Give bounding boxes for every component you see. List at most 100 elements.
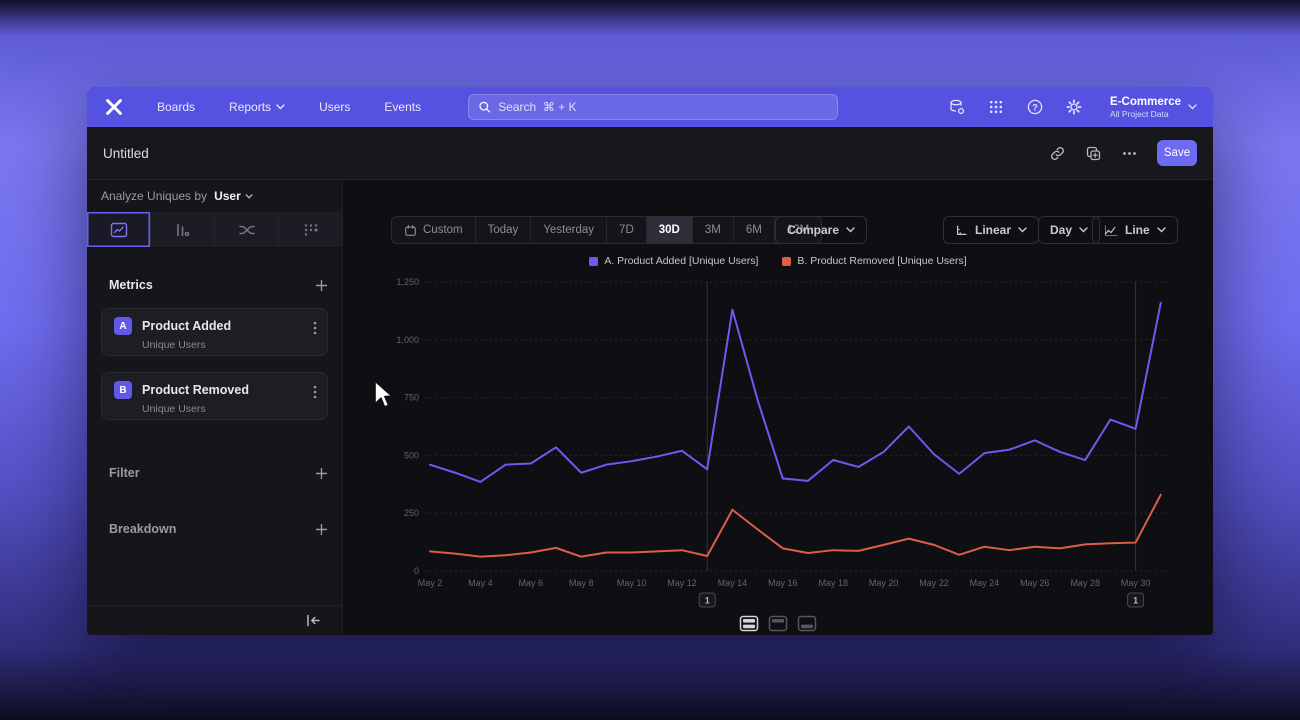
project-subtitle: All Project Data [1110, 109, 1169, 120]
svg-text:May 26: May 26 [1020, 578, 1050, 588]
range-label: 30D [658, 224, 680, 236]
project-name: E-Commerce [1110, 95, 1181, 108]
compare-dropdown[interactable]: Compare [775, 216, 868, 244]
apps-grid-icon[interactable] [987, 98, 1005, 116]
legend-item-product-added[interactable]: A. Product Added [Unique Users] [589, 255, 758, 267]
range-7d[interactable]: 7D [606, 217, 646, 243]
line-chart[interactable]: 0 250 500 750 1,000 1,250 May 2 May 4 May 6 May 8… [343, 276, 1213, 621]
svg-text:750: 750 [404, 393, 419, 403]
settings-gear-icon[interactable] [1065, 98, 1083, 116]
query-sidebar: Analyze Uniques by User [87, 180, 343, 635]
line-chart-icon [1104, 225, 1118, 236]
legend-label: A. Product Added [Unique Users] [604, 255, 759, 267]
nav-item-reports[interactable]: Reports [229, 100, 285, 114]
metric-menu-icon[interactable] [313, 321, 317, 335]
svg-text:May 18: May 18 [818, 578, 848, 588]
tab-flows[interactable] [215, 212, 279, 247]
retention-grid-icon [304, 223, 317, 236]
tab-insights[interactable] [87, 212, 151, 247]
scale-dropdown[interactable]: Linear [943, 216, 1040, 244]
search-bar[interactable] [468, 94, 838, 120]
report-title[interactable]: Untitled [103, 145, 149, 161]
add-metric-icon[interactable] [315, 279, 328, 292]
legend-item-product-removed[interactable]: B. Product Removed [Unique Users] [782, 255, 967, 267]
range-custom[interactable]: Custom [392, 217, 475, 243]
data-management-icon[interactable] [948, 98, 966, 116]
project-selector[interactable]: E-Commerce All Project Data [1110, 95, 1197, 119]
range-label: 3M [704, 224, 721, 236]
more-options-icon[interactable] [1121, 145, 1138, 162]
chart-type-dropdown[interactable]: Line [1092, 216, 1178, 244]
scale-label: Linear [975, 223, 1012, 237]
metric-card-product-added[interactable]: A Product Added Unique Users [101, 308, 328, 356]
metric-badge-b: B [114, 381, 132, 399]
metric-menu-icon[interactable] [313, 385, 317, 399]
range-6m[interactable]: 6M [732, 217, 774, 243]
nav-item-boards[interactable]: Boards [157, 100, 195, 114]
collapse-sidebar-icon[interactable] [306, 614, 320, 627]
range-label: Custom [423, 224, 463, 236]
chevron-down-icon [245, 193, 253, 199]
mixpanel-logo-icon[interactable] [103, 96, 125, 118]
metric-badge-a: A [114, 317, 132, 335]
nav-item-label: Reports [229, 100, 272, 114]
tab-funnels[interactable] [151, 212, 215, 247]
range-label: Today [487, 224, 519, 236]
svg-text:1,250: 1,250 [396, 277, 419, 287]
metric-name: Product Removed [142, 383, 249, 397]
layout-chart-only-button[interactable] [766, 613, 790, 634]
layout-table-only-button[interactable] [795, 613, 819, 634]
svg-text:May 28: May 28 [1070, 578, 1100, 588]
analyze-by-row: Analyze Uniques by User [87, 180, 342, 212]
range-12m[interactable]: 12M [773, 217, 821, 243]
metric-card-product-removed[interactable]: B Product Removed Unique Users [101, 372, 328, 420]
interval-dropdown[interactable]: Day [1038, 216, 1101, 244]
analyze-by-dropdown[interactable]: User [214, 189, 253, 203]
chevron-down-icon [276, 104, 285, 110]
svg-text:May 22: May 22 [919, 578, 949, 588]
range-label: Yesterday [543, 224, 595, 236]
svg-text:May 4: May 4 [468, 578, 493, 588]
chevron-down-icon [1079, 227, 1088, 233]
tab-retention[interactable] [279, 212, 342, 247]
range-today[interactable]: Today [474, 217, 531, 243]
add-breakdown-icon[interactable] [315, 523, 328, 536]
search-input[interactable] [498, 100, 828, 114]
save-button[interactable]: Save [1157, 140, 1197, 166]
range-yesterday[interactable]: Yesterday [530, 217, 606, 243]
share-link-icon[interactable] [1049, 145, 1066, 162]
interval-label: Day [1050, 223, 1073, 237]
metrics-header-label: Metrics [109, 278, 153, 292]
svg-text:250: 250 [404, 508, 419, 518]
legend-label: B. Product Removed [Unique Users] [797, 255, 967, 267]
compare-label: Compare [787, 223, 840, 237]
search-icon [479, 101, 491, 113]
range-3m[interactable]: 3M [691, 217, 733, 243]
svg-text:?: ? [1032, 102, 1038, 112]
chart-legend: A. Product Added [Unique Users] B. Produ… [343, 255, 1213, 267]
svg-text:1: 1 [1133, 596, 1138, 606]
range-label: 7D [619, 224, 634, 236]
chevron-down-icon [1188, 104, 1197, 110]
svg-text:0: 0 [414, 566, 419, 576]
top-navbar: Boards Reports Users Events [87, 87, 1213, 127]
layout-split-view-button[interactable] [737, 613, 761, 634]
date-range-selector: Custom Today Yesterday 7D 30D 3M 6M 12M [391, 216, 823, 244]
help-icon[interactable]: ? [1026, 98, 1044, 116]
report-titlebar: Untitled Save [87, 127, 1213, 180]
duplicate-icon[interactable] [1085, 145, 1102, 162]
svg-text:May 10: May 10 [617, 578, 647, 588]
metric-name: Product Added [142, 319, 232, 333]
nav-item-users[interactable]: Users [319, 100, 350, 114]
nav-item-events[interactable]: Events [384, 100, 421, 114]
add-filter-icon[interactable] [315, 467, 328, 480]
filter-section-header: Filter [87, 460, 342, 486]
svg-text:May 14: May 14 [718, 578, 748, 588]
breakdown-section-header: Breakdown [87, 516, 342, 542]
report-type-tabs [87, 212, 342, 248]
nav-item-label: Events [384, 100, 422, 114]
svg-text:May 30: May 30 [1121, 578, 1151, 588]
nav-item-label: Boards [157, 100, 196, 114]
range-30d[interactable]: 30D [645, 217, 692, 243]
metric-subtitle: Unique Users [142, 403, 206, 415]
